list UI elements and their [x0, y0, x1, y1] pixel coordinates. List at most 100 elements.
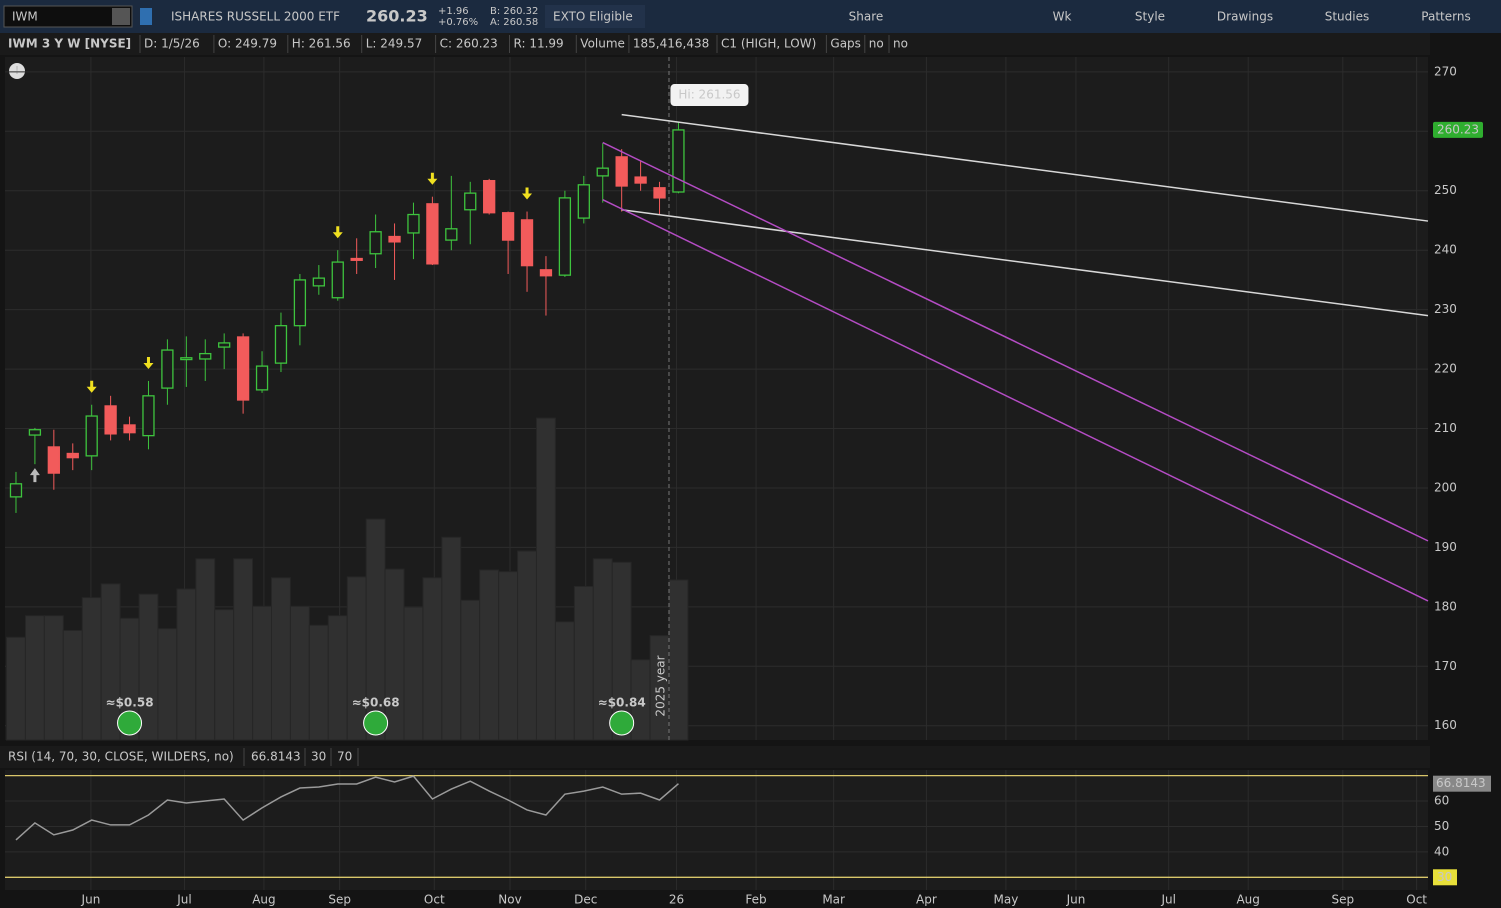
dividend-icon: [363, 710, 389, 736]
down-arrow: [143, 356, 154, 369]
volume-bar: [100, 583, 121, 741]
badge-box[interactable]: [545, 5, 645, 28]
info-field: no: [893, 37, 908, 51]
candle-body: [653, 187, 666, 199]
candle-body: [255, 365, 269, 391]
x-tick-label: Apr: [916, 893, 937, 907]
dividend-label: ≈$0.84: [598, 696, 646, 710]
candle-body: [218, 342, 231, 348]
volume-bar: [592, 558, 613, 741]
change-pct: +0.76%: [438, 17, 478, 28]
year-separator-label: 2025 year: [653, 655, 667, 716]
dividend-icon: [117, 710, 143, 736]
trend-line: [621, 113, 1429, 222]
down-arrow: [332, 226, 343, 239]
alert-icon[interactable]: [9, 63, 25, 79]
volume-bar: [611, 561, 632, 741]
candle-body: [672, 129, 685, 193]
volume-bar: [24, 615, 45, 741]
link-icon[interactable]: [140, 8, 152, 25]
volume-bar: [668, 579, 689, 741]
volume-bar: [554, 621, 575, 741]
x-tick-label: May: [994, 893, 1019, 907]
rsi-pane: [5, 770, 1428, 890]
toolbar-button-label: Drawings: [1217, 10, 1273, 24]
hi-label: Hi: 261.56: [678, 88, 740, 102]
candle-body: [47, 446, 60, 474]
symbol-box[interactable]: [3, 5, 133, 28]
x-tick-label: Oct: [1406, 893, 1427, 907]
candle-body: [407, 213, 420, 234]
volume-bar: [535, 417, 556, 741]
symbol-dropdown[interactable]: [112, 8, 130, 25]
y-tick-label: 240: [1434, 243, 1457, 257]
candle-body: [501, 212, 515, 241]
candle-body: [28, 429, 42, 436]
candle-body: [161, 349, 174, 389]
rsi-value-tag: [1433, 775, 1491, 792]
up-arrow: [29, 468, 40, 483]
volume-bar: [43, 615, 64, 741]
x-tick-label: Sep: [1332, 893, 1355, 907]
y-tick-label: 200: [1434, 480, 1457, 494]
candle-body: [426, 203, 439, 265]
x-tick-label: Jun: [1066, 893, 1086, 907]
symbol: IWM: [12, 10, 38, 24]
candle-body: [596, 167, 609, 177]
volume-bar: [327, 615, 348, 741]
x-tick-label: Jun: [81, 893, 101, 907]
candle-body: [634, 176, 647, 184]
description: ISHARES RUSSELL 2000 ETF: [171, 10, 340, 24]
rsi-level-tag-label: 30: [1437, 870, 1452, 884]
y-tick-label: 180: [1434, 599, 1457, 613]
rsi-tick-label: 50: [1434, 819, 1449, 833]
last-price: 260.23: [366, 7, 428, 26]
candle-body: [312, 277, 325, 287]
volume-bar: [233, 558, 254, 741]
down-arrow: [522, 187, 533, 200]
x-tick-label: Mar: [822, 893, 845, 907]
rsi-label: RSI (14, 70, 30, CLOSE, WILDERS, no): [8, 750, 234, 764]
volume-bar: [346, 576, 367, 741]
down-arrow: [427, 172, 438, 185]
volume-bar: [138, 593, 159, 741]
rsi-line: [15, 775, 679, 841]
volume-bar: [308, 624, 329, 741]
trend-line: [621, 209, 1429, 317]
y-tick-label: 190: [1434, 540, 1457, 554]
candle-body: [104, 405, 117, 435]
volume-bar: [498, 571, 519, 741]
candle-body: [483, 179, 496, 214]
y-tick-label: 270: [1434, 64, 1457, 78]
y-tick-label: 170: [1434, 659, 1457, 673]
study-label: IWM 3 Y W [NYSE]: [8, 37, 131, 51]
toolbar-button[interactable]: [1032, 4, 1112, 29]
x-tick-label: Sep: [328, 893, 351, 907]
volume-bar: [289, 605, 310, 741]
info-field: Gaps: [830, 37, 861, 51]
hi-callout: [670, 84, 749, 107]
volume-bar: [214, 609, 235, 741]
x-tick-label: Jul: [1160, 893, 1175, 907]
rsi-level: 70: [337, 750, 352, 764]
candle-body: [9, 483, 23, 498]
candle-body: [615, 156, 628, 187]
x-tick-label: Aug: [252, 893, 275, 907]
rsi-value: 66.8143: [251, 750, 301, 764]
volume-bar: [62, 629, 83, 741]
volume-bar: [157, 628, 178, 741]
info-field: R: 11.99: [514, 37, 564, 51]
info-field: no: [869, 37, 884, 51]
candle-body: [539, 269, 553, 277]
toolbar-button-label: Studies: [1325, 10, 1370, 24]
candle-body: [236, 336, 250, 401]
volume-bar: [460, 599, 481, 741]
volume-bar: [517, 550, 537, 741]
bid: B: 260.32: [490, 6, 538, 17]
volume-bar: [271, 577, 291, 741]
rsi-level: 30: [311, 750, 326, 764]
dividend-icon: [609, 710, 635, 736]
x-tick-label: Jul: [176, 893, 191, 907]
candle-body: [85, 415, 98, 457]
badge: EXTO Eligible: [553, 10, 633, 24]
